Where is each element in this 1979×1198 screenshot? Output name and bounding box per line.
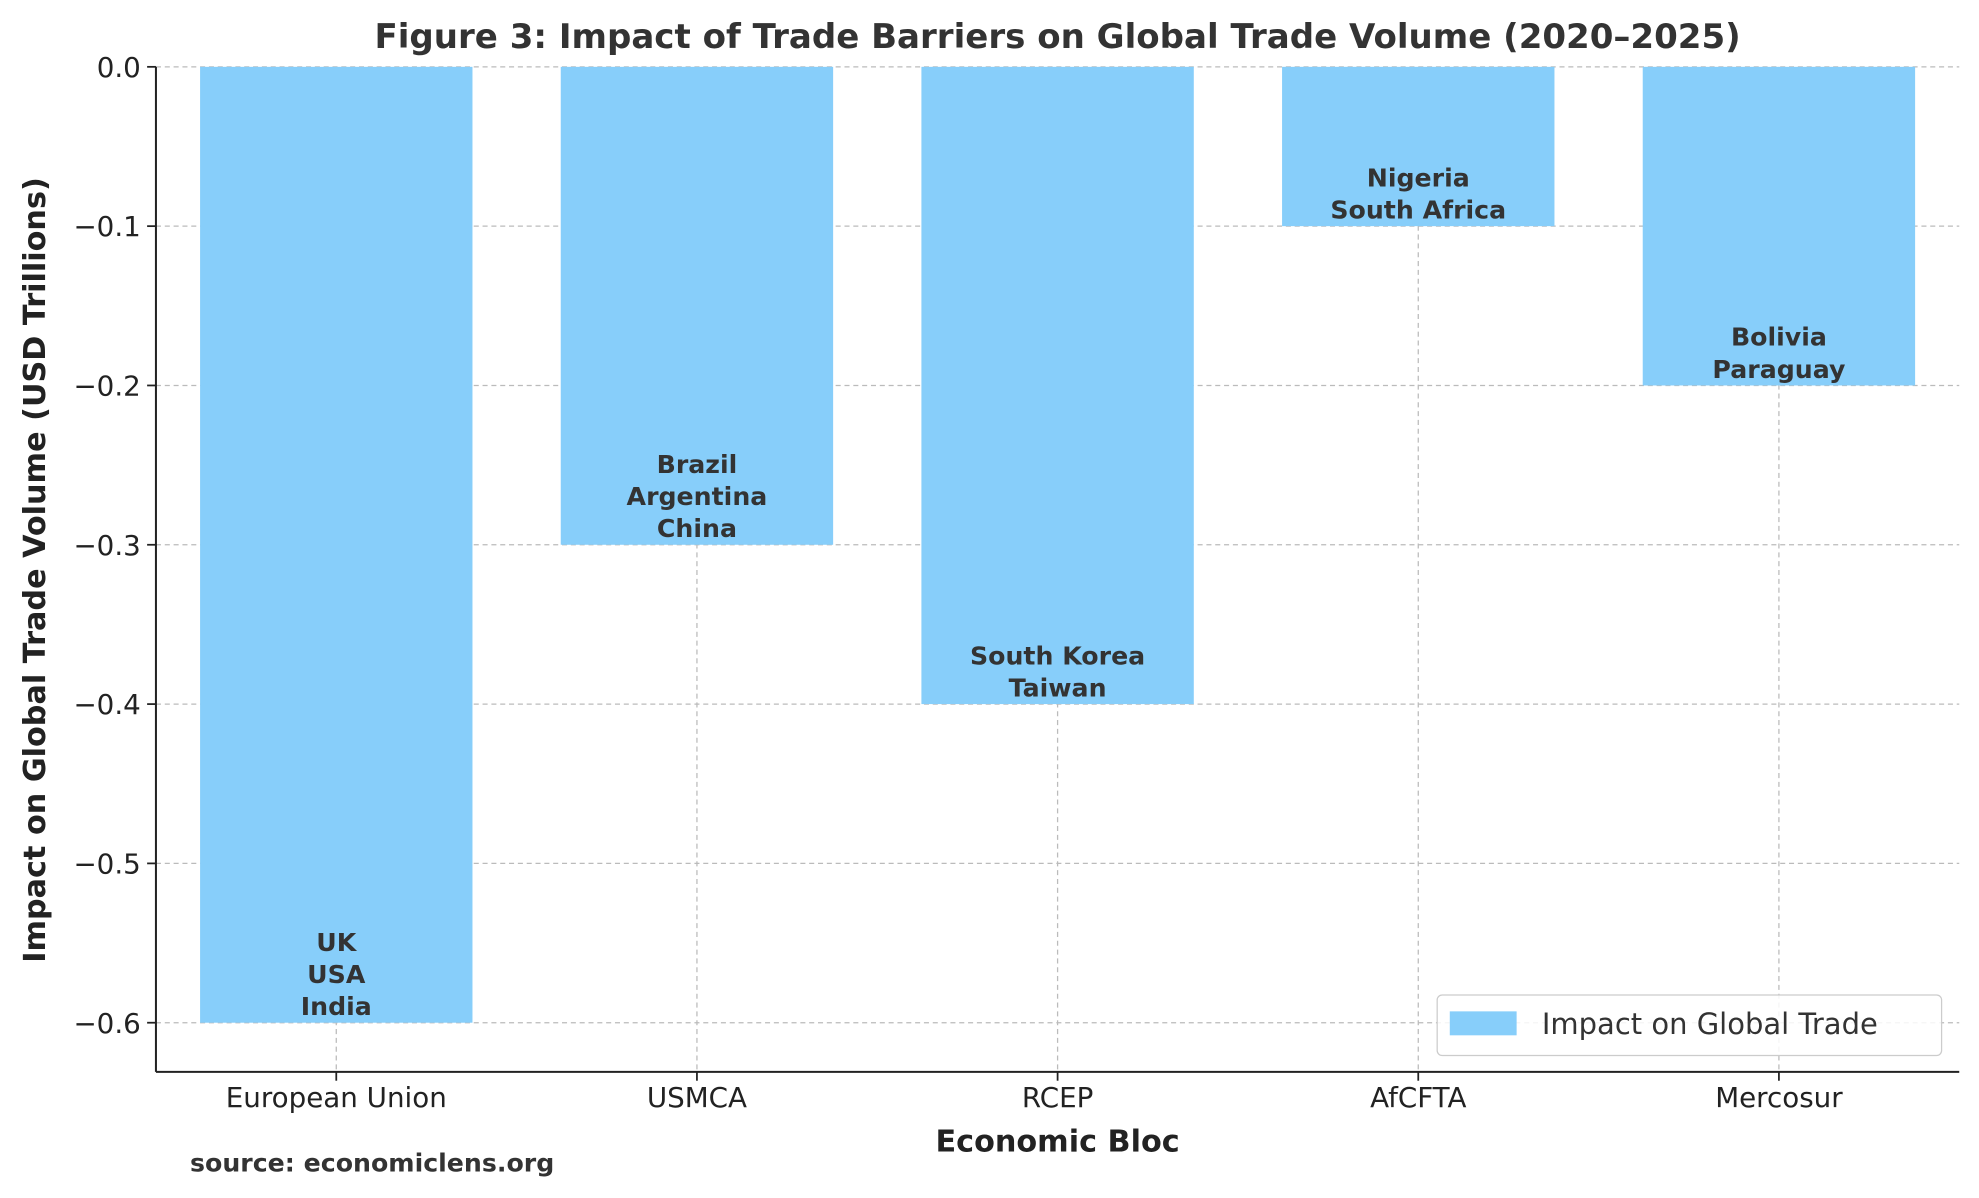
y-tick-label: 0.0 [97, 51, 141, 84]
y-axis-label: Impact on Global Trade Volume (USD Trill… [18, 177, 53, 963]
x-ticks: European Union USMCA RCEP AfCFTA Mercosur [226, 1071, 1843, 1114]
chart-title: Figure 3: Impact of Trade Barriers on Gl… [374, 17, 1740, 57]
bar-label: Nigeria [1367, 163, 1470, 192]
y-tick-label: −0.3 [73, 529, 140, 562]
bar [560, 66, 834, 545]
x-axis-label: Economic Bloc [936, 1124, 1180, 1159]
legend-swatch [1449, 1011, 1517, 1036]
legend-box [1436, 994, 1943, 1057]
bar-label: South Korea [970, 641, 1145, 670]
bar [921, 66, 1194, 705]
bar-label: USA [307, 960, 366, 989]
legend: Impact on Global Trade [1436, 994, 1943, 1057]
bar-label: Taiwan [1009, 674, 1107, 703]
source-note: source: economiclens.org [190, 1149, 554, 1178]
y-tick-label: −0.4 [73, 688, 140, 721]
y-tick-label: −0.1 [73, 210, 140, 243]
bar-label: South Africa [1330, 196, 1506, 225]
bar-label: China [657, 514, 737, 543]
y-tick-label: −0.5 [73, 847, 140, 880]
bar-label: Bolivia [1731, 323, 1827, 352]
x-tick-label: RCEP [1022, 1081, 1094, 1114]
y-tick-label: −0.2 [73, 370, 140, 403]
bar-label: Argentina [627, 482, 768, 511]
bar [200, 66, 473, 1023]
x-tick-label: European Union [226, 1081, 447, 1114]
bar [1642, 66, 1916, 386]
bar-label: Brazil [657, 450, 738, 479]
bar [1282, 66, 1555, 227]
x-tick-label: Mercosur [1715, 1081, 1843, 1114]
bar-label: UK [316, 928, 357, 957]
y-ticks: 0.0 −0.1 −0.2 −0.3 −0.4 −0.5 −0.6 [73, 51, 156, 1040]
legend-label: Impact on Global Trade [1542, 1007, 1878, 1041]
y-tick-label: −0.6 [73, 1007, 140, 1040]
bar-label: India [301, 992, 372, 1021]
x-tick-label: AfCFTA [1370, 1081, 1466, 1114]
bars: UK USA India Brazil Argentina China South Kore… [200, 66, 1916, 1023]
x-tick-label: USMCA [647, 1081, 747, 1114]
bar-label: Paraguay [1712, 355, 1845, 384]
